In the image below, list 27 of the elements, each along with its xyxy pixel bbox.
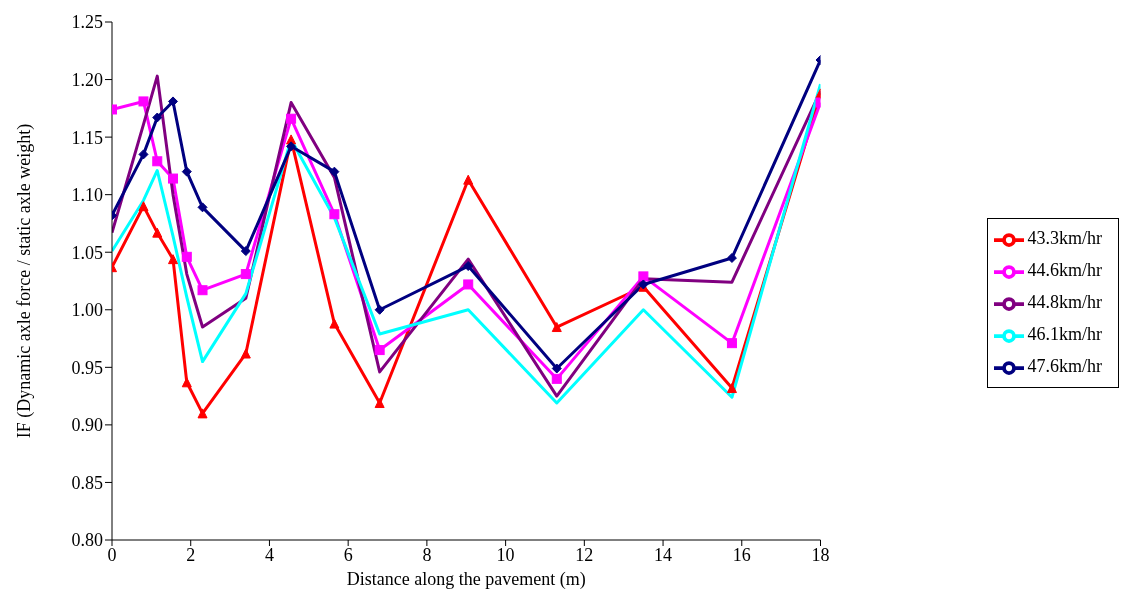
y-tick-label: 0.85 <box>71 472 103 493</box>
x-tick-label: 16 <box>732 544 751 565</box>
x-axis-title: Distance along the pavement (m) <box>346 569 586 590</box>
y-tick-label: 1.05 <box>71 242 103 263</box>
x-tick-label: 12 <box>575 544 594 565</box>
legend-label: 44.6km/hr <box>1027 260 1102 281</box>
y-tick-label: 0.80 <box>71 530 103 551</box>
x-tick-label: 8 <box>422 544 432 565</box>
y-tick-label: 1.25 <box>71 12 103 33</box>
x-tick-label: 10 <box>496 544 515 565</box>
y-tick-label: 1.00 <box>71 300 103 321</box>
y-tick-label: 0.90 <box>71 415 103 436</box>
x-tick-label: 4 <box>264 544 274 565</box>
x-tick-label: 6 <box>343 544 353 565</box>
legend-label: 46.1km/hr <box>1027 323 1102 344</box>
y-tick-label: 0.95 <box>71 357 103 378</box>
legend-label: 47.6km/hr <box>1027 355 1102 376</box>
legend-label: 43.3km/hr <box>1027 228 1102 249</box>
legend-label: 44.8km/hr <box>1027 292 1102 313</box>
y-tick-label: 1.10 <box>71 185 103 206</box>
x-tick-label: 0 <box>107 544 117 565</box>
y-axis-title: IF (Dynamic axle force / static axle weight) <box>14 123 36 439</box>
y-tick-label: 1.20 <box>71 69 103 90</box>
x-tick-label: 18 <box>811 544 830 565</box>
x-tick-label: 2 <box>186 544 196 565</box>
x-tick-label: 14 <box>654 544 673 565</box>
y-tick-label: 1.15 <box>71 127 103 148</box>
